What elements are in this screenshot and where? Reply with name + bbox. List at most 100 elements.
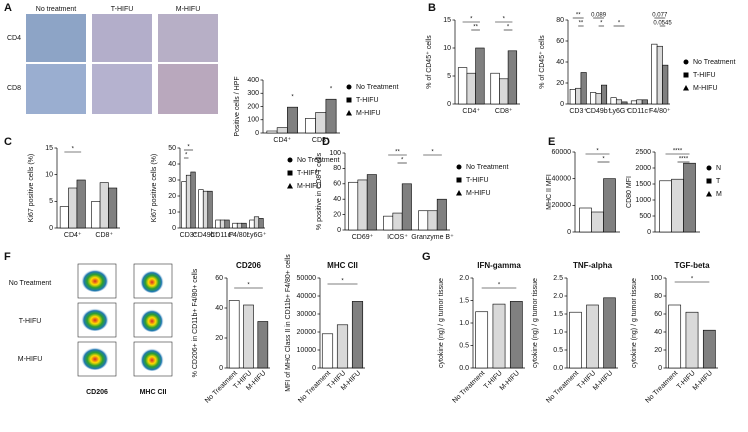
significance-label: * — [602, 157, 605, 163]
bar — [366, 174, 377, 231]
bar — [668, 304, 682, 369]
bar — [198, 189, 204, 229]
bar — [659, 180, 672, 233]
y-tick-label: 0 — [647, 229, 651, 236]
y-tick-label: 60 — [654, 311, 662, 318]
bar — [257, 321, 269, 369]
legend-marker — [287, 157, 293, 163]
bar — [490, 72, 500, 105]
row-label: CD4 — [7, 35, 21, 42]
histology-image — [26, 64, 86, 114]
chart-title: TNF-alpha — [573, 261, 613, 270]
bar — [392, 212, 403, 231]
legend-marker — [456, 164, 462, 170]
x-tick-label: CD11c⁺ — [210, 232, 235, 239]
bar — [401, 183, 412, 231]
legend-marker — [346, 84, 352, 90]
y-tick-label: 20 — [168, 193, 176, 200]
y-tick-label: 80 — [333, 165, 341, 172]
axis-label: MHC CII — [140, 389, 167, 396]
significance-label: * — [691, 277, 694, 283]
legend-label: T-HIFU — [356, 97, 379, 104]
bar — [202, 190, 209, 229]
legend-label: T-HIFU — [693, 72, 716, 79]
legend-marker — [683, 59, 689, 65]
row-label: CD8 — [7, 85, 21, 92]
y-tick-label: 1.5 — [459, 297, 469, 304]
bar — [418, 210, 429, 231]
bar — [185, 174, 192, 229]
legend-label: N — [716, 165, 721, 172]
bar — [215, 219, 221, 229]
bar — [305, 118, 316, 134]
legend-label: No Treatment — [356, 84, 398, 91]
flow-frame — [133, 263, 173, 299]
y-tick-label: 20000 — [297, 329, 317, 336]
histology-image — [92, 64, 152, 114]
bar — [575, 87, 582, 105]
bar — [671, 178, 684, 233]
y-tick-label: 2.0 — [553, 293, 563, 300]
y-tick-label: 0 — [658, 365, 662, 372]
y-tick-label: 10000 — [297, 347, 317, 354]
legend-marker — [346, 97, 352, 103]
y-tick-label: 0 — [567, 229, 571, 236]
x-tick-label: Granzyme B⁺ — [411, 234, 454, 241]
y-tick-label: 80 — [654, 293, 662, 300]
bar — [383, 215, 394, 231]
x-tick-label: Ly6G⁺ — [246, 232, 266, 239]
y-tick-label: 50 — [168, 145, 176, 152]
bar — [641, 99, 648, 105]
x-tick-label: CD8⁺ — [95, 232, 113, 239]
bar — [68, 187, 78, 229]
histology-image — [158, 14, 218, 62]
bar — [181, 181, 187, 229]
y-tick-label: 60 — [333, 181, 341, 188]
y-tick-label: 2000 — [635, 165, 651, 172]
bar — [590, 92, 597, 105]
column-label: T-HIFU — [111, 6, 134, 13]
y-tick-label: 0 — [447, 101, 451, 108]
significance-label: * — [470, 17, 473, 23]
x-tick-label: No Treatment — [451, 370, 486, 405]
y-tick-label: 2.0 — [459, 275, 469, 282]
bar — [685, 311, 699, 369]
bar — [228, 300, 240, 369]
y-tick-label: 100 — [650, 275, 662, 282]
significance-label: * — [600, 21, 603, 27]
histology-image — [92, 14, 152, 62]
bar — [243, 304, 254, 369]
significance-label: * — [503, 17, 506, 23]
bar — [436, 198, 447, 231]
legend-label: M-HIFU — [297, 183, 322, 190]
flow-density — [81, 346, 109, 370]
bar — [475, 311, 489, 369]
y-tick-label: 400 — [247, 77, 259, 84]
y-tick-label: 15 — [45, 145, 53, 152]
flow-frame — [77, 341, 117, 377]
significance-label: * — [431, 150, 434, 156]
panel-letter: E — [548, 136, 555, 148]
bar — [99, 182, 109, 229]
flow-density — [81, 268, 109, 292]
significance-label: * — [185, 153, 188, 159]
bar — [656, 45, 663, 105]
bar — [702, 329, 716, 369]
bar — [507, 50, 518, 105]
chart-title: CD206 — [236, 261, 261, 270]
y-tick-label: 0.5 — [459, 342, 469, 349]
significance-label: 0.077 — [652, 13, 668, 19]
y-tick-label: 20 — [654, 347, 662, 354]
flow-density — [140, 347, 164, 371]
x-tick-label: F4/80⁺ — [649, 108, 671, 115]
flow-density — [140, 308, 164, 332]
y-tick-label: 100 — [329, 150, 341, 157]
y-tick-label: 1500 — [635, 181, 651, 188]
y-tick-label: 20000 — [552, 202, 572, 209]
bar — [651, 43, 658, 105]
y-tick-label: 1.0 — [459, 320, 469, 327]
significance-label: **** — [673, 149, 683, 155]
chart-title: TGF-beta — [674, 261, 710, 270]
y-tick-label: 10 — [45, 172, 53, 179]
